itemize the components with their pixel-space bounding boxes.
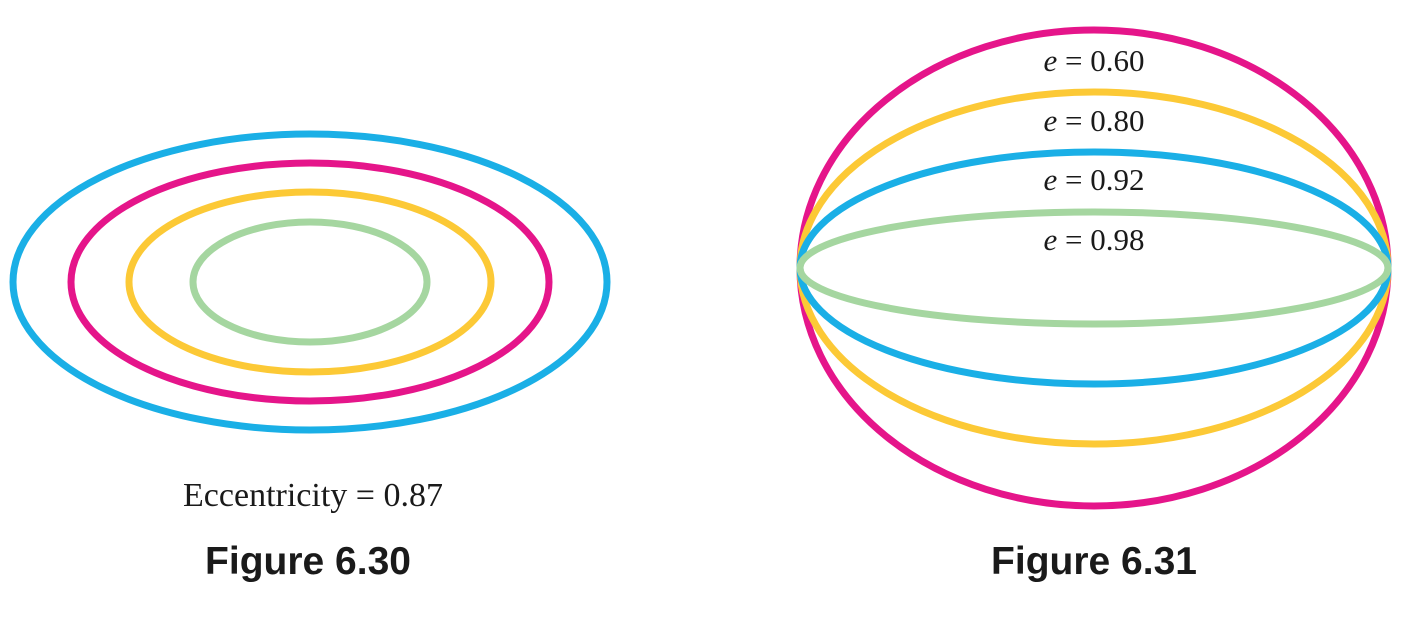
figure-6-31-title: Figure 6.31	[991, 540, 1197, 583]
ellipse-green-inner	[189, 218, 431, 346]
label-e-0-92: e = 0.92	[1044, 162, 1145, 197]
label-e-0-98: e = 0.98	[1044, 222, 1145, 257]
ellipse-magenta	[67, 159, 553, 405]
figure-6-30-title: Figure 6.30	[205, 540, 411, 583]
eccentricity-caption: Eccentricity = 0.87	[183, 477, 443, 514]
label-e-0-80: e = 0.80	[1044, 103, 1145, 138]
figure-6-31: e = 0.60 e = 0.80 e = 0.92 e = 0.98 Figu…	[796, 26, 1392, 583]
label-e-0-60: e = 0.60	[1044, 43, 1145, 78]
ellipse-blue-outer	[9, 130, 611, 434]
ellipse-e-0-98	[796, 208, 1392, 328]
ellipse-e-0-80	[796, 88, 1392, 448]
figure-6-30: Eccentricity = 0.87 Figure 6.30	[9, 130, 611, 583]
ellipse-e-0-60	[796, 26, 1392, 510]
ellipse-yellow	[125, 188, 495, 376]
